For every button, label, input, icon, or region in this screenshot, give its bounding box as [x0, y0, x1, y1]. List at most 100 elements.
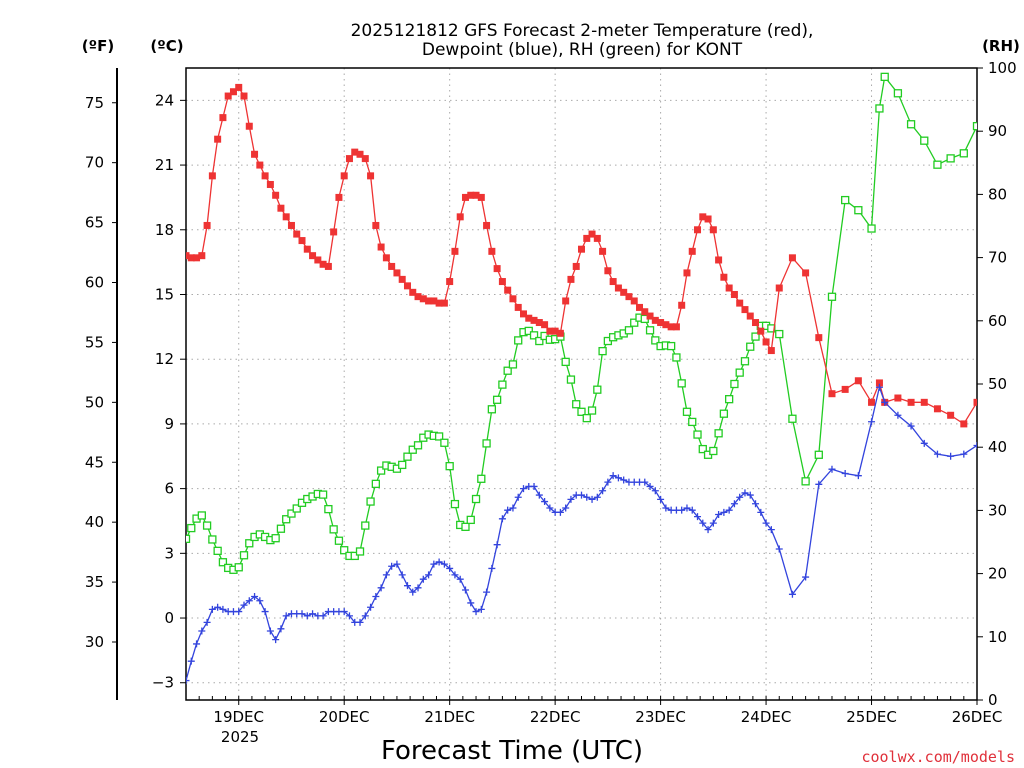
dewpoint-point [186, 677, 190, 685]
fahrenheit-tick-label: 70 [85, 154, 104, 172]
celsius-tick-label: 24 [155, 91, 174, 109]
relative-humidity-point [666, 341, 676, 351]
dewpoint-point [730, 500, 738, 508]
relative-humidity-point [730, 379, 739, 389]
relative-humidity-point [498, 380, 507, 389]
celsius-unit-label: (ºC) [150, 37, 183, 55]
temperature-point [319, 260, 327, 268]
dewpoint-point [868, 418, 876, 426]
temperature-point [266, 180, 274, 188]
dewpoint-point [198, 627, 206, 635]
temperature-point [509, 295, 517, 303]
temperature-point [567, 275, 575, 283]
dewpoint-point [775, 545, 783, 553]
relative-humidity-point [450, 499, 460, 509]
relative-humidity-point [318, 490, 328, 499]
celsius-tick-label: 18 [155, 221, 174, 239]
temperature-point [641, 308, 649, 316]
relative-humidity-point [218, 558, 228, 567]
relative-humidity-point [282, 515, 291, 524]
temperature-point [699, 213, 707, 221]
dewpoint-point [593, 493, 601, 501]
dewpoint-point [303, 612, 311, 620]
relative-humidity-point [213, 546, 222, 555]
temperature-point [298, 237, 306, 245]
temperature-point [894, 394, 902, 402]
relative-humidity-point [972, 121, 977, 131]
temperature-point [219, 114, 227, 122]
relative-humidity-point [630, 318, 639, 327]
temperature-point [245, 122, 253, 130]
relative-humidity-point [186, 534, 191, 543]
temperature-point [208, 172, 216, 180]
celsius-tick-label: 0 [164, 609, 174, 627]
temperature-point [203, 221, 211, 229]
dewpoint-point [815, 480, 823, 488]
temperature-point [446, 278, 454, 286]
dewpoint-point [345, 612, 353, 620]
celsius-tick-label: −3 [152, 674, 174, 692]
temperature-series [186, 83, 977, 428]
relative-humidity-point [376, 466, 386, 475]
dewpoint-point [881, 398, 889, 406]
dewpoint-point [725, 506, 733, 514]
credit-label: coolwx.com/models [861, 748, 1015, 766]
temperature-point [398, 275, 406, 283]
relative-humidity-point [187, 523, 196, 533]
dewpoint-point [662, 504, 670, 512]
relative-humidity-point [535, 336, 544, 346]
dewpoint-point [419, 575, 427, 583]
x-tick-label: 21DEC [424, 708, 475, 726]
celsius-tick-label: 21 [155, 156, 174, 174]
dewpoint-point [736, 493, 744, 501]
dewpoint-point [187, 657, 195, 665]
dewpoint-point [694, 513, 702, 521]
fahrenheit-tick-label: 65 [85, 214, 104, 232]
dewpoint-point [435, 558, 443, 566]
relative-humidity-point [593, 385, 602, 394]
temperature-point [960, 420, 968, 428]
temperature-point [767, 347, 775, 355]
dewpoint-point [973, 441, 977, 449]
temperature-point [694, 226, 702, 234]
dewpoint-point [530, 482, 538, 490]
temperature-point [186, 252, 190, 260]
temperature-point [920, 398, 928, 406]
relative-humidity-point [408, 445, 417, 454]
celsius-tick-label: 15 [155, 285, 174, 303]
dewpoint-point [562, 504, 570, 512]
dewpoint-point [277, 625, 285, 633]
relative-humidity-point [292, 504, 301, 513]
dewpoint-point [841, 470, 849, 478]
dewpoint-point [377, 584, 385, 592]
x-tick-label: 20DEC [319, 708, 370, 726]
dewpoint-point [456, 575, 464, 583]
temperature-point [435, 299, 443, 307]
dewpoint-point [583, 493, 591, 501]
year-label: 2025 [221, 728, 259, 746]
relative-humidity-point [624, 326, 634, 335]
rh-tick-label: 20 [988, 565, 1007, 583]
relative-humidity-point [709, 446, 718, 456]
dewpoint-point [920, 439, 928, 447]
relative-humidity-point [651, 336, 660, 345]
temperature-line [186, 86, 977, 425]
dewpoint-point [193, 640, 201, 648]
relative-humidity-point [740, 357, 750, 366]
temperature-point [335, 193, 343, 201]
dewpoint-point [340, 608, 348, 616]
rh-tick-label: 70 [988, 249, 1007, 267]
dewpoint-point [588, 495, 596, 503]
rh-tick-label: 50 [988, 375, 1007, 393]
temperature-point [456, 213, 464, 221]
relative-humidity-point [682, 407, 692, 416]
temperature-point [356, 150, 364, 158]
temperature-point [828, 390, 836, 398]
temperature-point [293, 230, 301, 238]
relative-humidity-point [529, 331, 539, 340]
temperature-point [541, 321, 549, 329]
dewpoint-point [356, 618, 364, 626]
relative-humidity-point [287, 509, 296, 518]
relative-humidity-point [329, 525, 338, 534]
dewpoint-point [245, 597, 253, 605]
